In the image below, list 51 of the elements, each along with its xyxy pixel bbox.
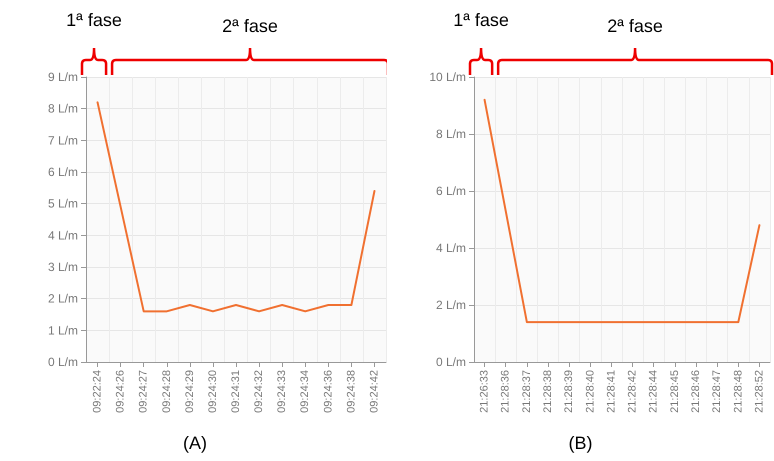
- text: (A): [183, 433, 207, 453]
- x-tick-label: 21:28:39: [563, 370, 576, 413]
- y-tick-label: 0 L/m: [436, 355, 466, 369]
- y-tick-label: 9 L/m: [48, 70, 78, 84]
- y-tick-label: 6 L/m: [48, 165, 78, 179]
- text: (B): [568, 433, 592, 453]
- x-tick-label: 21:28:52: [753, 370, 766, 413]
- x-tick-label: 09:22:24: [92, 370, 104, 413]
- x-tick-label: 21:28:37: [520, 370, 533, 413]
- x-tick-label: 21:28:42: [626, 370, 639, 413]
- y-tick-label: 4 L/m: [48, 228, 78, 242]
- y-tick-label: 4 L/m: [436, 241, 466, 255]
- x-tick-label: 21:28:44: [648, 370, 660, 413]
- x-tick-label: 09:24:42: [368, 370, 380, 413]
- y-tick-label: 8 L/m: [48, 102, 78, 116]
- x-tick-label: 21:28:41: [605, 370, 618, 413]
- x-tick-label: 21:28:46: [690, 370, 702, 413]
- text: 2ª fase: [607, 16, 663, 36]
- text: 1ª fase: [66, 10, 122, 30]
- x-tick-label: 09:24:31: [230, 370, 242, 413]
- line-series: [484, 98, 760, 324]
- y-tick-label: 2 L/m: [436, 298, 466, 312]
- y-tick-label: 8 L/m: [436, 127, 466, 141]
- x-tick-label: 09:24:26: [114, 370, 127, 413]
- y-tick-label: 7 L/m: [48, 133, 78, 148]
- x-tick-label: 21:26:33: [478, 370, 491, 413]
- x-tick-label: 21:28:47: [711, 370, 724, 413]
- y-tick-label: 1 L/m: [48, 323, 78, 338]
- x-tick-label: 09:24:33: [276, 370, 288, 413]
- x-tick-label: 21:28:45: [668, 370, 681, 413]
- y-tick-label: 3 L/m: [48, 260, 78, 274]
- x-tick-label: 21:28:48: [732, 370, 744, 413]
- y-tick-label: 2 L/m: [48, 292, 78, 306]
- x-tick-label: 09:24:29: [184, 370, 196, 413]
- x-tick-label: 21:28:38: [542, 370, 554, 413]
- text: 2ª fase: [222, 16, 278, 36]
- x-tick-label: 09:24:34: [299, 370, 312, 413]
- x-tick-label: 09:24:38: [345, 370, 358, 413]
- line-series: [96, 101, 376, 312]
- x-tick-label: 09:24:32: [253, 370, 266, 413]
- x-tick-label: 09:24:30: [206, 370, 219, 413]
- y-tick-label: 5 L/m: [48, 196, 78, 211]
- text: 1ª fase: [453, 10, 509, 30]
- x-tick-label: 21:28:36: [500, 370, 512, 413]
- y-tick-label: 0 L/m: [48, 355, 78, 369]
- x-tick-label: 09:24:36: [322, 370, 334, 413]
- x-tick-label: 09:24:27: [138, 370, 150, 413]
- y-tick-label: 6 L/m: [436, 184, 466, 198]
- y-tick-label: 10 L/m: [429, 70, 466, 84]
- x-tick-label: 09:24:28: [160, 370, 173, 413]
- x-tick-label: 21:28:40: [584, 370, 596, 413]
